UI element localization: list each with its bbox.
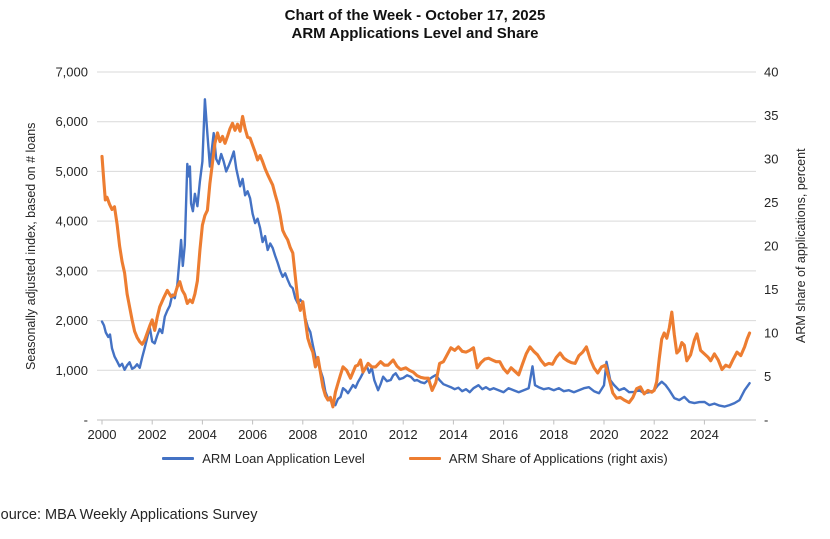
y-right-tick-label: 40 bbox=[764, 65, 778, 80]
y-left-tick-label: 6,000 bbox=[55, 114, 88, 129]
x-tick-label: 2000 bbox=[88, 427, 117, 442]
y-left-tick-label: 5,000 bbox=[55, 164, 88, 179]
y-right-tick-label: 5 bbox=[764, 369, 771, 384]
x-tick-label: 2012 bbox=[389, 427, 418, 442]
x-tick-label: 2018 bbox=[539, 427, 568, 442]
x-tick-label: 2020 bbox=[590, 427, 619, 442]
y-left-tick-label: 4,000 bbox=[55, 214, 88, 229]
legend-label-arm-level: ARM Loan Application Level bbox=[202, 451, 365, 466]
x-tick-label: 2008 bbox=[288, 427, 317, 442]
y-left-tick-label: 3,000 bbox=[55, 263, 88, 278]
x-tick-label: 2024 bbox=[690, 427, 719, 442]
y-left-tick-label: - bbox=[84, 413, 88, 428]
y-left-tick-label: 1,000 bbox=[55, 363, 88, 378]
legend-item-arm-share: ARM Share of Applications (right axis) bbox=[408, 451, 668, 466]
legend-item-arm-level: ARM Loan Application Level bbox=[162, 451, 365, 466]
x-tick-label: 2004 bbox=[188, 427, 217, 442]
series-line-arm-share bbox=[100, 114, 752, 409]
y-right-tick-label: 10 bbox=[764, 326, 778, 341]
legend-swatch-arm-share bbox=[408, 457, 441, 460]
y-right-tick-label: 30 bbox=[764, 152, 778, 167]
x-tick-label: 2016 bbox=[489, 427, 518, 442]
legend: ARM Loan Application Level ARM Share of … bbox=[0, 451, 830, 466]
legend-label-arm-share: ARM Share of Applications (right axis) bbox=[448, 451, 668, 466]
legend-swatch-arm-level bbox=[162, 457, 195, 460]
y-right-tick-label: - bbox=[764, 413, 768, 428]
x-tick-label: 2010 bbox=[339, 427, 368, 442]
chart-title: Chart of the Week - October 17, 2025 ARM… bbox=[0, 7, 830, 43]
chart-title-line2: ARM Applications Level and Share bbox=[291, 25, 539, 42]
x-tick-label: 2002 bbox=[138, 427, 167, 442]
source-note: Source: MBA Weekly Applications Survey bbox=[0, 507, 258, 523]
y-right-tick-label: 20 bbox=[764, 239, 778, 254]
y-left-tick-label: 7,000 bbox=[55, 65, 88, 80]
y-right-tick-label: 15 bbox=[764, 282, 778, 297]
x-tick-label: 2006 bbox=[238, 427, 267, 442]
y-right-tick-label: 25 bbox=[764, 195, 778, 210]
y-right-tick-label: 35 bbox=[764, 108, 778, 123]
chart-title-line1: Chart of the Week - October 17, 2025 bbox=[284, 7, 546, 24]
x-tick-label: 2014 bbox=[439, 427, 468, 442]
series-line-arm-level bbox=[100, 98, 751, 408]
y-left-tick-label: 2,000 bbox=[55, 313, 88, 328]
x-tick-label: 2022 bbox=[640, 427, 669, 442]
